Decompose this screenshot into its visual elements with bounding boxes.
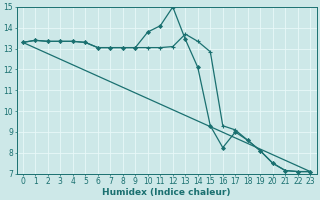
X-axis label: Humidex (Indice chaleur): Humidex (Indice chaleur) — [102, 188, 231, 197]
